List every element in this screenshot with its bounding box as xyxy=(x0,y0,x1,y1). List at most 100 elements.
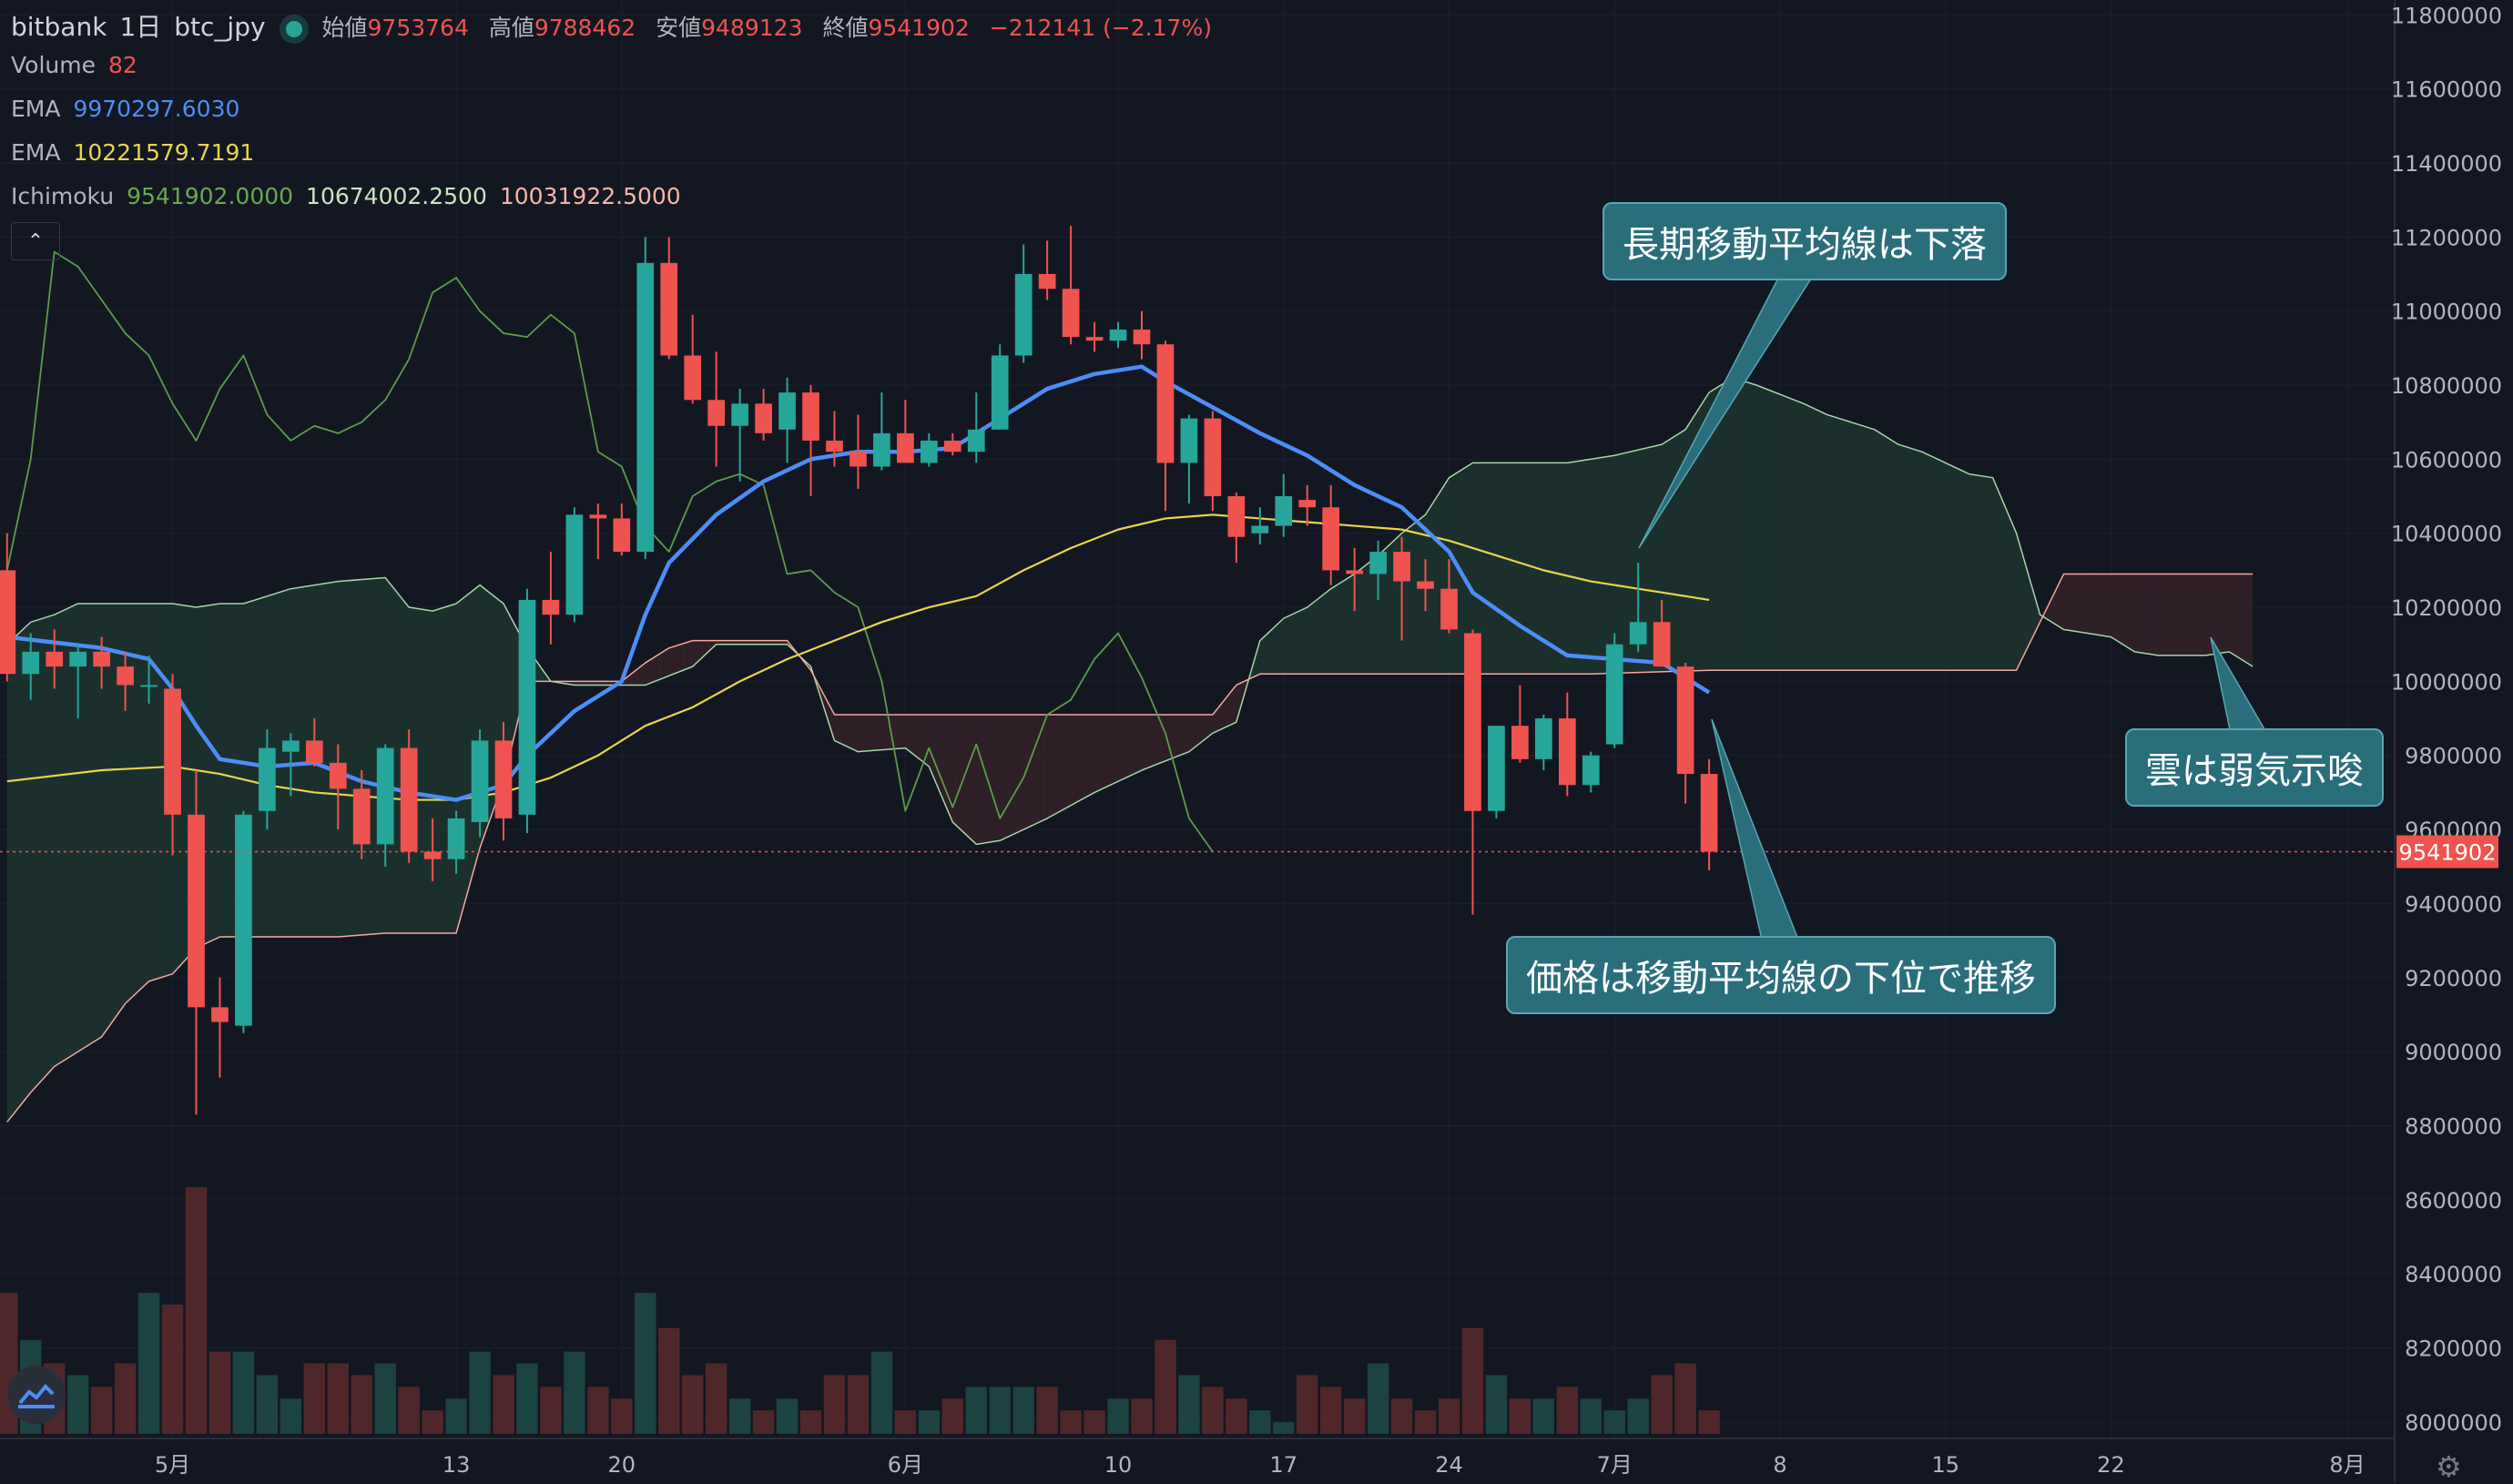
volume-legend[interactable]: Volume 82 xyxy=(11,52,150,78)
candle-body xyxy=(684,355,702,401)
ichimoku-legend[interactable]: Ichimoku 9541902.0000 10674002.2500 1003192… xyxy=(11,183,694,209)
cloud-segment xyxy=(982,715,989,844)
cloud-segment xyxy=(739,640,747,645)
high-value: 9788462 xyxy=(534,15,636,41)
volume-bar xyxy=(752,1410,775,1434)
volume-bar xyxy=(894,1410,917,1434)
cloud-segment xyxy=(468,589,474,891)
symbol-name[interactable]: btc_jpy xyxy=(174,12,266,42)
volume-bar xyxy=(1438,1398,1460,1434)
candle xyxy=(1109,321,1127,349)
candle-body xyxy=(1062,289,1080,338)
cloud-segment xyxy=(1679,429,1686,672)
volume-bar xyxy=(1273,1422,1295,1434)
time-tick-label: 13 xyxy=(443,1452,471,1478)
cloud-segment xyxy=(1567,462,1573,675)
cloud-segment xyxy=(922,715,930,767)
volume-bar xyxy=(1107,1398,1129,1434)
cloud-segment xyxy=(1330,584,1338,675)
candle-body xyxy=(1629,622,1647,645)
volume-bar xyxy=(587,1387,609,1434)
cloud-segment xyxy=(1508,462,1514,675)
cloud-segment xyxy=(639,663,646,686)
cloud-segment xyxy=(1969,473,1976,671)
interval[interactable]: 1日 xyxy=(119,12,162,42)
cloud-segment xyxy=(1762,387,1768,671)
cloud-segment xyxy=(1963,471,1969,671)
market-status-icon xyxy=(285,21,302,37)
candle xyxy=(1014,244,1033,363)
candle-body xyxy=(1558,718,1576,786)
callout-long-ma: 長期移動平均線は下落 xyxy=(1602,202,2007,280)
cloud-segment xyxy=(391,584,398,933)
time-axis: 5月 13 20 6月 10 17 24 7月 8 15 22 8月 xyxy=(155,1452,2365,1478)
cloud-segment xyxy=(1857,423,1863,671)
gear-icon[interactable]: ⚙ xyxy=(2436,1449,2462,1484)
cloud-segment xyxy=(592,681,598,686)
cloud-segment xyxy=(1384,544,1390,675)
cloud-segment xyxy=(1957,468,1964,671)
cloud-segment xyxy=(2016,533,2023,671)
cloud-segment xyxy=(1992,477,1999,671)
candle xyxy=(22,633,40,700)
cloud-segment xyxy=(2087,574,2093,635)
candle-body xyxy=(589,514,607,519)
cloud-segment xyxy=(2175,574,2182,656)
cloud-segment xyxy=(2223,574,2230,653)
volume-bar xyxy=(1036,1387,1058,1434)
cloud-segment xyxy=(1945,462,1952,671)
cloud-segment xyxy=(1726,377,1734,671)
cloud-segment xyxy=(905,715,911,753)
candle-body xyxy=(897,432,914,463)
cloud-segment xyxy=(2134,574,2141,653)
cloud-segment xyxy=(2234,574,2242,659)
cloud-segment xyxy=(30,620,37,1093)
ema-slow-legend[interactable]: EMA 10221579.7191 xyxy=(11,139,267,166)
ichimoku-value-1: 9541902.0000 xyxy=(127,183,294,209)
cloud-segment xyxy=(290,587,297,938)
volume-bar xyxy=(941,1398,963,1434)
candle xyxy=(494,722,513,841)
candle xyxy=(967,392,985,463)
volume-bar xyxy=(422,1410,443,1434)
cloud-segment xyxy=(663,647,669,678)
candle-body xyxy=(1417,581,1434,589)
cloud-segment xyxy=(101,603,108,1037)
cloud-segment xyxy=(1118,715,1124,782)
volume-bar xyxy=(658,1327,680,1434)
candle xyxy=(1511,685,1529,763)
candle xyxy=(1204,411,1222,512)
cloud-segment xyxy=(1520,462,1526,675)
candle-body xyxy=(755,403,772,433)
cloud-segment xyxy=(1460,466,1467,675)
collapse-legend-button[interactable]: ⌃ xyxy=(11,222,60,260)
cloud-segment xyxy=(1897,444,1905,671)
candle xyxy=(211,977,229,1078)
cloud-segment xyxy=(361,579,368,936)
cloud-segment xyxy=(1195,715,1201,747)
ema-fast-legend[interactable]: EMA 9970297.6030 xyxy=(11,96,252,122)
tradingview-logo[interactable] xyxy=(7,1366,66,1424)
cloud-segment xyxy=(870,715,876,751)
tradingview-icon xyxy=(18,1384,55,1408)
cloud-segment xyxy=(2046,597,2052,623)
volume-bar xyxy=(1202,1387,1224,1434)
open-label: 始値 xyxy=(321,15,368,41)
cloud-segment xyxy=(2140,574,2147,654)
cloud-segment xyxy=(834,715,840,744)
cloud-segment xyxy=(1921,452,1928,671)
cloud-segment xyxy=(89,603,97,1044)
volume-label: Volume xyxy=(11,52,96,78)
price-tick-label: 10200000 xyxy=(2391,595,2502,621)
volume-bar xyxy=(469,1351,491,1434)
candle xyxy=(684,314,702,404)
candle xyxy=(1440,559,1458,634)
volume-bar xyxy=(256,1375,279,1434)
candle-body xyxy=(731,403,748,426)
candle-body xyxy=(1393,552,1410,582)
volume-bar xyxy=(799,1410,822,1434)
candle xyxy=(164,674,181,856)
low-label: 安値 xyxy=(656,15,702,41)
volume-bar xyxy=(1390,1398,1413,1434)
